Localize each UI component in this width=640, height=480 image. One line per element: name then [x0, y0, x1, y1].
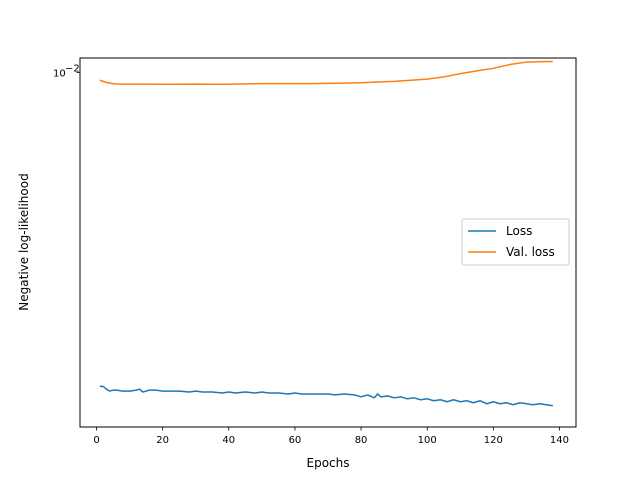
series-line-val-loss — [99, 60, 553, 86]
x-axis-ticks: 0 20 40 60 80 100 120 140 — [93, 427, 569, 446]
y-axis-label: Negative log-likelihood — [17, 173, 31, 310]
y-axis-ticks: 10 −2 — [53, 64, 80, 80]
y-tick-label-base: 10 — [53, 69, 66, 80]
axes-frame — [79, 57, 577, 428]
legend-label-loss: Loss — [506, 224, 532, 238]
x-tick-label: 40 — [222, 435, 235, 446]
legend-label-val-loss: Val. loss — [506, 245, 555, 259]
series-line-loss — [99, 385, 553, 407]
x-tick-label: 60 — [289, 435, 302, 446]
series-lines — [99, 60, 553, 407]
x-tick-label: 20 — [156, 435, 169, 446]
y-tick-label-exponent: −2 — [65, 64, 80, 75]
x-tick-label: 0 — [93, 435, 99, 446]
legend: Loss Val. loss — [461, 218, 570, 266]
x-tick-label: 120 — [484, 435, 503, 446]
x-tick-label: 80 — [355, 435, 368, 446]
x-tick-label: 140 — [550, 435, 569, 446]
x-tick-label: 100 — [418, 435, 437, 446]
x-axis-label: Epochs — [307, 456, 350, 470]
